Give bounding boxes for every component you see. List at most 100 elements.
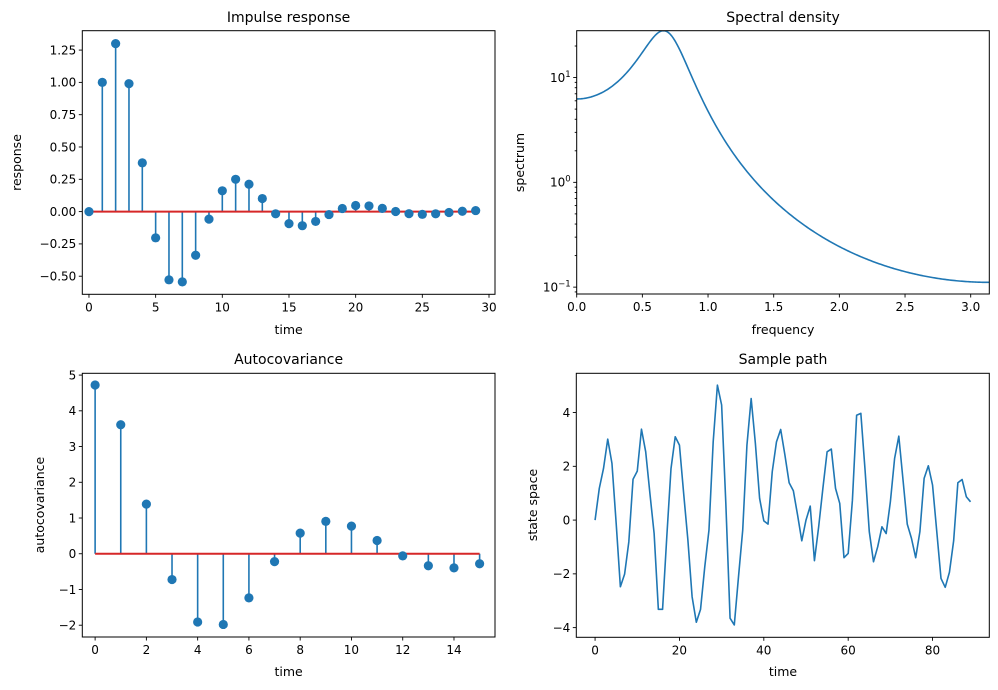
- sample-path-panel: Sample path time state space 0 20 40 60 80−4…: [525, 352, 990, 679]
- impulse-marker: [257, 193, 267, 204]
- sample-xtick-label: 0: [591, 643, 599, 657]
- impulse-ytick-label: 0.75: [50, 108, 77, 122]
- sample-title: Sample path: [739, 352, 828, 368]
- spectral-xtick-label: 2.5: [895, 300, 914, 314]
- autocov-marker: [167, 574, 177, 585]
- impulse-xtick-label: 20: [348, 300, 363, 314]
- spectral-ytick-exp: 0: [565, 175, 570, 185]
- impulse-xtick-label: 10: [215, 300, 230, 314]
- impulse-marker: [391, 206, 401, 217]
- impulse-xtick-label: 0: [85, 300, 93, 314]
- impulse-marker: [231, 174, 241, 184]
- autocov-ylabel: autocovariance: [32, 456, 47, 553]
- spectral-axes-frame: [576, 30, 990, 295]
- impulse-ticks: 0 5 10 15 20 25 30 −0.50 −0.25 0.00 0.25 0.50 0.75 1.…: [40, 43, 497, 314]
- impulse-ylabel: response: [9, 134, 24, 191]
- autocov-axes-frame: [81, 372, 496, 638]
- autocov-marker: [141, 499, 151, 509]
- sample-ytick-label: −4: [553, 621, 571, 635]
- autocov-xtick-label: 4: [194, 643, 202, 657]
- impulse-marker: [204, 214, 214, 224]
- autocov-xlabel: time: [274, 664, 303, 679]
- sample-xtick-label: 40: [756, 643, 771, 657]
- impulse-marker: [217, 186, 227, 196]
- spectral-xtick-label: 1.5: [764, 300, 783, 314]
- impulse-xtick-label: 30: [481, 300, 496, 314]
- autocov-xtick-label: 14: [446, 643, 461, 657]
- sample-xtick-label: 60: [841, 643, 856, 657]
- impulse-marker: [164, 275, 174, 285]
- autocov-xtick-label: 0: [91, 643, 99, 657]
- autocov-marks: [90, 380, 485, 630]
- spectral-xtick-label: 1.0: [698, 300, 717, 314]
- spectral-ytick-base: 10: [550, 176, 565, 190]
- spectral-ytick-exp: −1: [558, 279, 571, 289]
- autocov-xtick-label: 2: [143, 643, 151, 657]
- autocov-marker: [346, 521, 357, 531]
- spectral-ytick-base: 10: [550, 71, 565, 85]
- autocov-marker: [218, 619, 228, 630]
- impulse-marker: [271, 209, 281, 219]
- impulse-response-panel: Impulse response time response 0 5 10 15 20 2…: [9, 10, 497, 337]
- spectral-marks: [576, 30, 990, 284]
- sample-xtick-label: 80: [925, 643, 940, 657]
- impulse-marker: [364, 201, 374, 211]
- impulse-ytick-label: −0.50: [40, 270, 77, 284]
- autocov-xtick-label: 8: [296, 643, 304, 657]
- autocov-ytick-label: 1: [69, 511, 77, 525]
- impulse-marker: [417, 209, 427, 219]
- impulse-marker: [404, 209, 414, 219]
- autocov-marker: [423, 561, 433, 571]
- autocov-ytick-label: 4: [69, 404, 77, 418]
- impulse-marker: [377, 203, 387, 213]
- autocov-marker: [90, 380, 100, 390]
- impulse-marker: [351, 200, 361, 211]
- impulse-marks: [84, 39, 481, 287]
- impulse-marker: [337, 203, 347, 214]
- impulse-ytick-label: 0.50: [50, 140, 77, 154]
- impulse-ytick-label: 0.25: [50, 173, 77, 187]
- autocov-marker: [321, 516, 331, 526]
- sample-ytick-label: 4: [563, 406, 571, 420]
- autocov-ytick-label: 2: [69, 476, 77, 490]
- autocov-marker: [449, 563, 459, 573]
- autocov-ytick-label: 3: [69, 440, 77, 454]
- autocov-ytick-label: −1: [59, 583, 77, 597]
- sample-ylabel: state space: [525, 469, 540, 542]
- sample-axes-frame: [575, 372, 990, 638]
- impulse-marker: [457, 206, 467, 216]
- autocov-marker: [269, 557, 280, 567]
- impulse-ytick-label: 1.25: [50, 43, 77, 57]
- autocov-marker: [295, 528, 305, 538]
- autocov-ytick-label: −2: [59, 619, 77, 633]
- spectral-title: Spectral density: [726, 10, 840, 26]
- autocov-xtick-label: 10: [344, 643, 359, 657]
- impulse-ytick-label: 1.00: [50, 76, 77, 90]
- impulse-marker: [124, 79, 134, 89]
- impulse-marker: [311, 216, 321, 227]
- spectral-ylabel: spectrum: [512, 133, 527, 192]
- impulse-xtick-label: 5: [152, 300, 160, 314]
- impulse-xtick-label: 25: [415, 300, 430, 314]
- spectral-xtick-label: 0.5: [633, 300, 652, 314]
- autocov-marker: [116, 420, 126, 430]
- spectral-ytick-label: 10−1: [543, 279, 571, 294]
- sample-series-line: [594, 384, 972, 626]
- impulse-marker: [244, 179, 254, 189]
- spectral-xlabel: frequency: [752, 322, 815, 337]
- spectral-xtick-label: 3.0: [961, 300, 980, 314]
- impulse-marker: [297, 221, 307, 231]
- spectral-series-line: [576, 30, 990, 284]
- impulse-marker: [177, 277, 187, 287]
- spectral-density-panel: Spectral density frequency spectrum 0.0 0…: [512, 10, 990, 337]
- autocovariance-panel: Autocovariance time autocovariance 0 2 4 6 8…: [32, 352, 496, 679]
- sample-ytick-label: 2: [563, 460, 571, 474]
- impulse-marker: [151, 233, 161, 243]
- autocov-marker: [475, 559, 485, 569]
- spectral-ytick-label: 100: [550, 175, 571, 190]
- spectral-ytick-base: 10: [543, 280, 558, 294]
